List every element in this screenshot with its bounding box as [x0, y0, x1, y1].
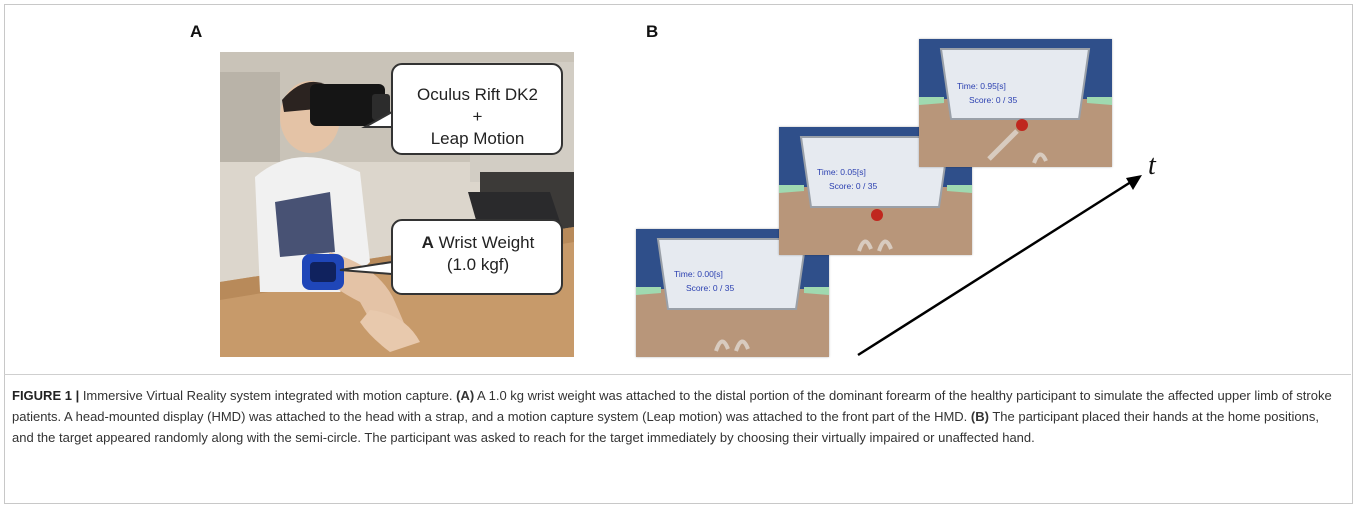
vr-time-readout: Time: 0.95[s]	[957, 81, 1006, 91]
vr-score-readout: Score: 0 / 35	[969, 95, 1018, 105]
vr-screen-3: Time: 0.95[s] Score: 0 / 35	[919, 39, 1112, 167]
participant-photo	[220, 52, 574, 357]
vr-hud-1: Time: 0.00[s] Score: 0 / 35	[674, 267, 734, 295]
vr-hud-3: Time: 0.95[s] Score: 0 / 35	[957, 79, 1017, 107]
wrist-weight-callout: A Wrist Weight (1.0 kgf)	[398, 232, 558, 276]
caption-b-marker: (B)	[970, 409, 989, 424]
figure-caption: FIGURE 1 | Immersive Virtual Reality sys…	[12, 385, 1342, 448]
caption-title: Immersive Virtual Reality system integra…	[79, 388, 457, 403]
hmd-callout-line1: Oculus Rift DK2	[417, 85, 538, 104]
time-arrow	[857, 175, 1142, 357]
time-axis-label: t	[1148, 150, 1156, 181]
vr-screen-2: Time: 0.05[s] Score: 0 / 35	[779, 127, 972, 255]
wrist-weight-callout-line1: A Wrist Weight	[398, 232, 558, 254]
wrist-weight-callout-line2: (1.0 kgf)	[446, 255, 510, 274]
hmd-callout-line2: +	[472, 107, 483, 126]
hmd-callout-line3: Leap Motion	[430, 129, 525, 148]
vr-score-readout: Score: 0 / 35	[686, 283, 735, 293]
vr-screen-1: Time: 0.00[s] Score: 0 / 35	[636, 229, 829, 357]
wrist-weight-title: Wrist Weight	[433, 233, 535, 252]
vr-time-readout: Time: 0.00[s]	[674, 269, 723, 279]
caption-divider	[4, 374, 1351, 375]
wrist-weight-letter: A	[421, 233, 434, 252]
panel-a-label: A	[190, 22, 203, 41]
caption-b-text: The participant placed their hands at th…	[12, 409, 1319, 445]
panel-b-label: B	[646, 22, 659, 41]
vr-hud-2: Time: 0.05[s] Score: 0 / 35	[817, 165, 877, 193]
caption-figure-number: FIGURE 1 |	[12, 388, 80, 403]
caption-a-text: A 1.0 kg wrist weight was attached to th…	[12, 388, 1332, 424]
caption-a-marker: (A)	[456, 388, 475, 403]
vr-score-readout: Score: 0 / 35	[829, 181, 878, 191]
vr-time-readout: Time: 0.05[s]	[817, 167, 866, 177]
hmd-callout: Oculus Rift DK2 + Leap Motion	[395, 84, 560, 150]
